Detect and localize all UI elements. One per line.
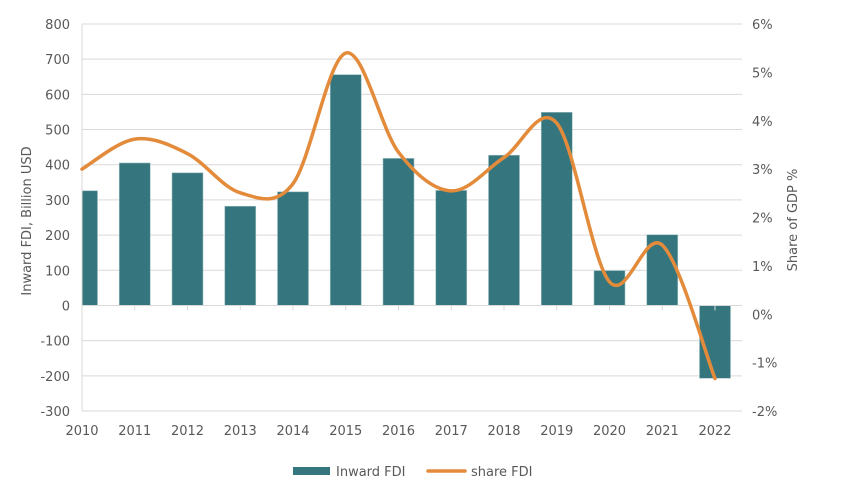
left-axis-title: Inward FDI, Billion USD: [20, 146, 35, 295]
x-tick-label: 2011: [118, 424, 151, 439]
bar: [382, 158, 415, 306]
bar: [277, 191, 309, 306]
axes: [81, 24, 742, 411]
x-tick-label: 2014: [276, 424, 309, 439]
bar: [593, 270, 626, 306]
bar: [488, 154, 520, 306]
right-tick-label: 6%: [752, 18, 773, 33]
right-tick-label: 2%: [752, 212, 773, 227]
right-tick-label: 0%: [752, 308, 773, 323]
right-axis-title: Share of GDP %: [786, 169, 801, 272]
left-tick-label: 600: [45, 88, 70, 103]
left-tick-label: 100: [45, 264, 70, 279]
x-tick-label: 2016: [382, 424, 415, 439]
bar: [224, 205, 257, 306]
x-tick-label: 2018: [487, 424, 520, 439]
right-axis-ticks: -2% -1% 0% 1% 2% 3% 4% 5% 6%: [752, 18, 777, 420]
left-tick-label: 0: [62, 299, 70, 314]
right-tick-label: -2%: [752, 405, 777, 420]
right-tick-label: 5%: [752, 66, 773, 81]
left-tick-label: 300: [45, 194, 70, 209]
legend-label-inward-fdi: Inward FDI: [336, 465, 406, 480]
x-tick-label: 2013: [224, 424, 257, 439]
right-tick-label: 3%: [752, 163, 773, 178]
bar: [435, 190, 468, 306]
right-tick-label: 1%: [752, 260, 773, 275]
left-tick-label: -200: [40, 370, 70, 385]
left-tick-label: 400: [45, 159, 70, 174]
right-tick-label: 4%: [752, 115, 773, 130]
x-tick-label: 2022: [698, 424, 731, 439]
left-tick-label: 500: [45, 124, 70, 139]
x-tick-label: 2019: [540, 424, 573, 439]
x-axis-ticks: 2010 2011 2012 2013 2014 2015 2016 2017 2018 2019…: [65, 424, 731, 439]
bar-series-inward-fdi: [82, 74, 731, 379]
share-fdi-line: [80, 51, 717, 381]
x-tick-label: 2012: [171, 424, 204, 439]
left-tick-label: -100: [40, 335, 70, 350]
legend-swatch-inward-fdi: [293, 467, 330, 475]
bar: [118, 162, 151, 306]
bar: [82, 190, 98, 306]
left-tick-label: 800: [45, 18, 70, 33]
left-tick-label: 200: [45, 229, 70, 244]
bar: [699, 305, 731, 379]
bar: [171, 172, 204, 306]
left-axis-ticks: -300 -200 -100 0 100 200 300 400 500 600 700 800: [40, 18, 70, 420]
left-tick-label: 700: [45, 53, 70, 68]
bar: [329, 74, 362, 306]
left-tick-label: -300: [40, 405, 70, 420]
line-series-share-fdi: [80, 51, 717, 381]
x-tick-label: 2015: [329, 424, 362, 439]
x-tick-label: 2021: [646, 424, 679, 439]
legend: Inward FDI share FDI: [293, 465, 533, 480]
legend-label-share-fdi: share FDI: [471, 465, 533, 480]
x-tick-label: 2020: [593, 424, 626, 439]
bar: [540, 112, 573, 306]
x-tick-label: 2010: [65, 424, 98, 439]
right-tick-label: -1%: [752, 357, 777, 372]
x-tick-label: 2017: [435, 424, 468, 439]
